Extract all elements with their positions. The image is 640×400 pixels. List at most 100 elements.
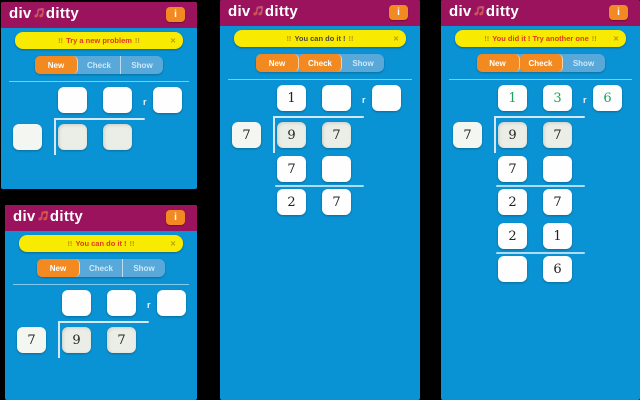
work-box[interactable]: 2: [277, 189, 306, 215]
quotient-box-1[interactable]: [62, 290, 91, 316]
check-button[interactable]: Check: [78, 56, 121, 74]
banner-message: You can do it !: [294, 34, 346, 43]
work-box[interactable]: [322, 156, 351, 182]
remainder-box[interactable]: [157, 290, 186, 316]
banner-decor-right: !!: [591, 34, 597, 43]
logo-text-div: div: [13, 208, 36, 225]
message-banner: !! Try a new problem!! ✕: [15, 32, 183, 49]
message-banner: !! You can do it !!! ✕: [234, 30, 406, 47]
subtraction-line: [275, 185, 364, 187]
info-button[interactable]: i: [166, 210, 185, 225]
info-button[interactable]: i: [609, 5, 628, 20]
new-button[interactable]: New: [37, 259, 80, 277]
remainder-box[interactable]: [153, 87, 182, 113]
logo-text-div: div: [228, 3, 251, 20]
app-screenshot-solved: div♫ditty i!! You did it ! Try another one…: [441, 0, 640, 400]
quotient-box-1[interactable]: 1: [277, 85, 306, 111]
message-banner: !! You did it ! Try another one!! ✕: [455, 30, 626, 47]
remainder-box[interactable]: 6: [593, 85, 622, 111]
logo-text-div: div: [9, 5, 32, 22]
show-button[interactable]: Show: [572, 58, 595, 68]
dividend-box-2: 7: [107, 327, 136, 353]
division-bracket-horizontal: [58, 321, 149, 323]
quotient-box-2[interactable]: [103, 87, 132, 113]
new-button[interactable]: New: [256, 54, 299, 72]
dividend-box-2: [103, 124, 132, 150]
check-button[interactable]: Check: [299, 54, 342, 72]
remainder-label: r: [583, 95, 587, 105]
show-button[interactable]: Show: [352, 58, 374, 68]
remainder-label: r: [147, 300, 151, 310]
new-button[interactable]: New: [35, 56, 78, 74]
message-banner: !! You can do it !!! ✕: [19, 235, 183, 252]
work-box[interactable]: [498, 256, 527, 282]
banner-message: You can do it !: [75, 239, 127, 248]
section-divider: [228, 79, 412, 80]
app-header: div♫ditty i: [220, 0, 420, 26]
app-logo: div♫ditty: [449, 1, 519, 21]
quotient-box-2[interactable]: 3: [543, 85, 572, 111]
logo-text-ditty: ditty: [49, 208, 84, 225]
new-button[interactable]: New: [476, 54, 520, 72]
app-logo: div♫ditty: [228, 1, 298, 21]
divisor-box: 7: [232, 122, 261, 148]
check-button[interactable]: Check: [80, 259, 123, 277]
banner-decor-right: !!: [129, 239, 135, 248]
app-header: div♫ditty i: [5, 205, 197, 231]
section-divider: [9, 81, 189, 82]
toolbar: New Check Show: [256, 54, 384, 72]
work-box[interactable]: 7: [277, 156, 306, 182]
dividend-box-1: 9: [277, 122, 306, 148]
info-button[interactable]: i: [166, 7, 185, 22]
logo-text-div: div: [449, 3, 472, 20]
work-box[interactable]: 2: [498, 223, 527, 249]
subtraction-line: [496, 252, 585, 254]
app-screenshot-new-problem: div♫ditty i!! Try a new problem!! ✕ New Check…: [1, 2, 197, 189]
work-box[interactable]: 7: [498, 156, 527, 182]
banner-message: Try a new problem: [66, 36, 132, 45]
division-bracket-vertical: [54, 118, 56, 155]
toolbar: New Check Show: [37, 259, 165, 277]
banner-decor-left: !!: [67, 239, 73, 248]
logo-text-ditty: ditty: [45, 5, 80, 22]
work-box[interactable]: 2: [498, 189, 527, 215]
divisor-box: 7: [17, 327, 46, 353]
show-button[interactable]: Show: [133, 263, 155, 273]
section-divider: [13, 284, 189, 285]
division-worksheet: r: [1, 2, 197, 189]
division-bracket-horizontal: [54, 118, 145, 120]
remainder-box[interactable]: [372, 85, 401, 111]
work-box[interactable]: [543, 156, 572, 182]
work-box[interactable]: 6: [543, 256, 572, 282]
divisor-box: [13, 124, 42, 150]
banner-close-icon[interactable]: ✕: [613, 35, 619, 43]
quotient-box-1[interactable]: 1: [498, 85, 527, 111]
app-screenshot-problem-ready: div♫ditty i!! You can do it !!! ✕ New Check Sh…: [5, 205, 197, 400]
subtraction-line: [496, 185, 585, 187]
work-box[interactable]: 1: [543, 223, 572, 249]
quotient-box-2[interactable]: [107, 290, 136, 316]
remainder-label: r: [362, 95, 366, 105]
dividend-box-2: 7: [322, 122, 351, 148]
banner-decor-right: !!: [134, 36, 140, 45]
work-box[interactable]: 7: [543, 189, 572, 215]
dividend-box-1: 9: [62, 327, 91, 353]
show-button[interactable]: Show: [131, 60, 153, 70]
quotient-box-2[interactable]: [322, 85, 351, 111]
division-bracket-horizontal: [494, 116, 585, 118]
check-button[interactable]: Check: [519, 54, 563, 72]
dividend-box-2: 7: [543, 122, 572, 148]
banner-close-icon[interactable]: ✕: [170, 240, 176, 248]
banner-decor-left: !!: [58, 36, 64, 45]
info-button[interactable]: i: [389, 5, 408, 20]
banner-close-icon[interactable]: ✕: [170, 37, 176, 45]
divisor-box: 7: [453, 122, 482, 148]
banner-close-icon[interactable]: ✕: [393, 35, 399, 43]
quotient-box-1[interactable]: [58, 87, 87, 113]
work-box[interactable]: 7: [322, 189, 351, 215]
section-divider: [449, 79, 632, 80]
banner-decor-left: !!: [286, 34, 292, 43]
banner-decor-right: !!: [348, 34, 354, 43]
